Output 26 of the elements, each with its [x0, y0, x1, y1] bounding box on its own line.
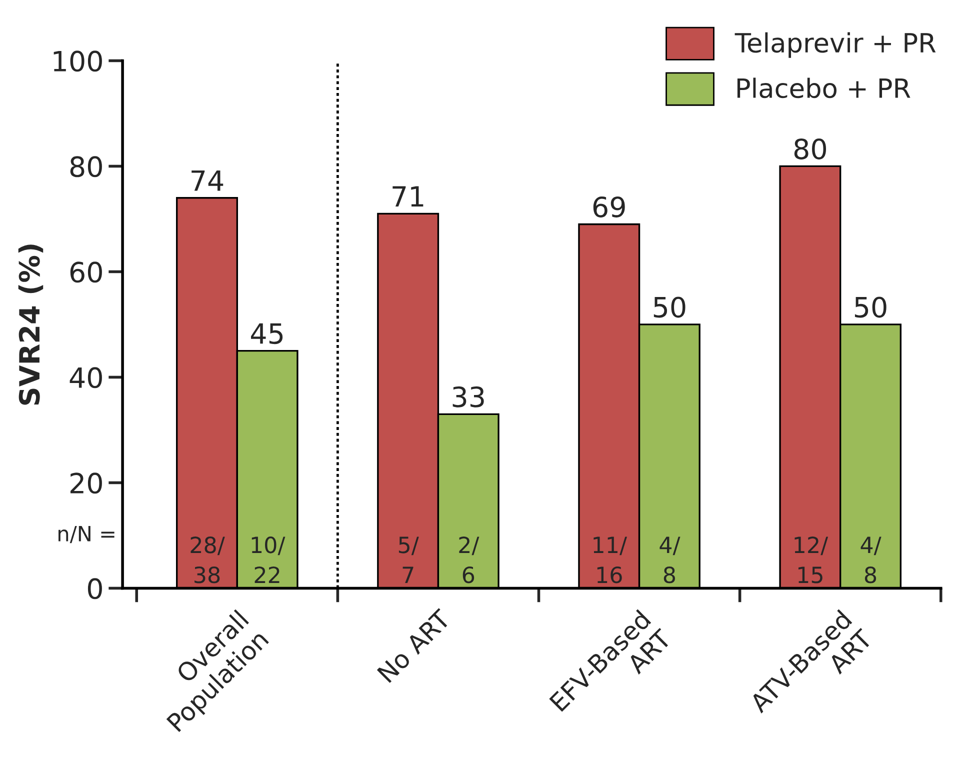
- data-label: 33: [452, 386, 484, 408]
- y-axis-title: SVR24 (%): [18, 244, 44, 405]
- annotation: 12/ 15: [794, 536, 828, 584]
- annotation: 10/ 22: [252, 536, 286, 583]
- y-tick-label: 40: [70, 367, 102, 388]
- y-tick-label: 80: [70, 156, 102, 178]
- data-label: 69: [593, 196, 625, 218]
- annotation: 4/ 8: [660, 536, 680, 584]
- annotation: 2/ 6: [459, 536, 480, 584]
- y-tick-label: 60: [70, 262, 102, 283]
- annotation: 11/ 16: [594, 536, 628, 584]
- annotation: 28/ 38: [190, 536, 225, 584]
- legend-label: Placebo + PR: [737, 78, 910, 98]
- y-tick-label: 0: [88, 578, 102, 600]
- y-tick-label: 20: [70, 472, 102, 494]
- data-label: 45: [251, 323, 283, 344]
- y-tick-label: 100: [54, 50, 102, 72]
- annotation: 5/ 7: [398, 536, 419, 583]
- legend-label: Telaprevir + PR: [734, 32, 936, 58]
- data-label: 50: [654, 296, 686, 318]
- data-label: 80: [794, 138, 826, 160]
- data-label: 71: [392, 186, 424, 207]
- data-label: 74: [192, 170, 224, 191]
- text: n/N =: [58, 526, 114, 544]
- data-label: 50: [854, 296, 886, 318]
- annotation: 4/ 8: [860, 536, 882, 584]
